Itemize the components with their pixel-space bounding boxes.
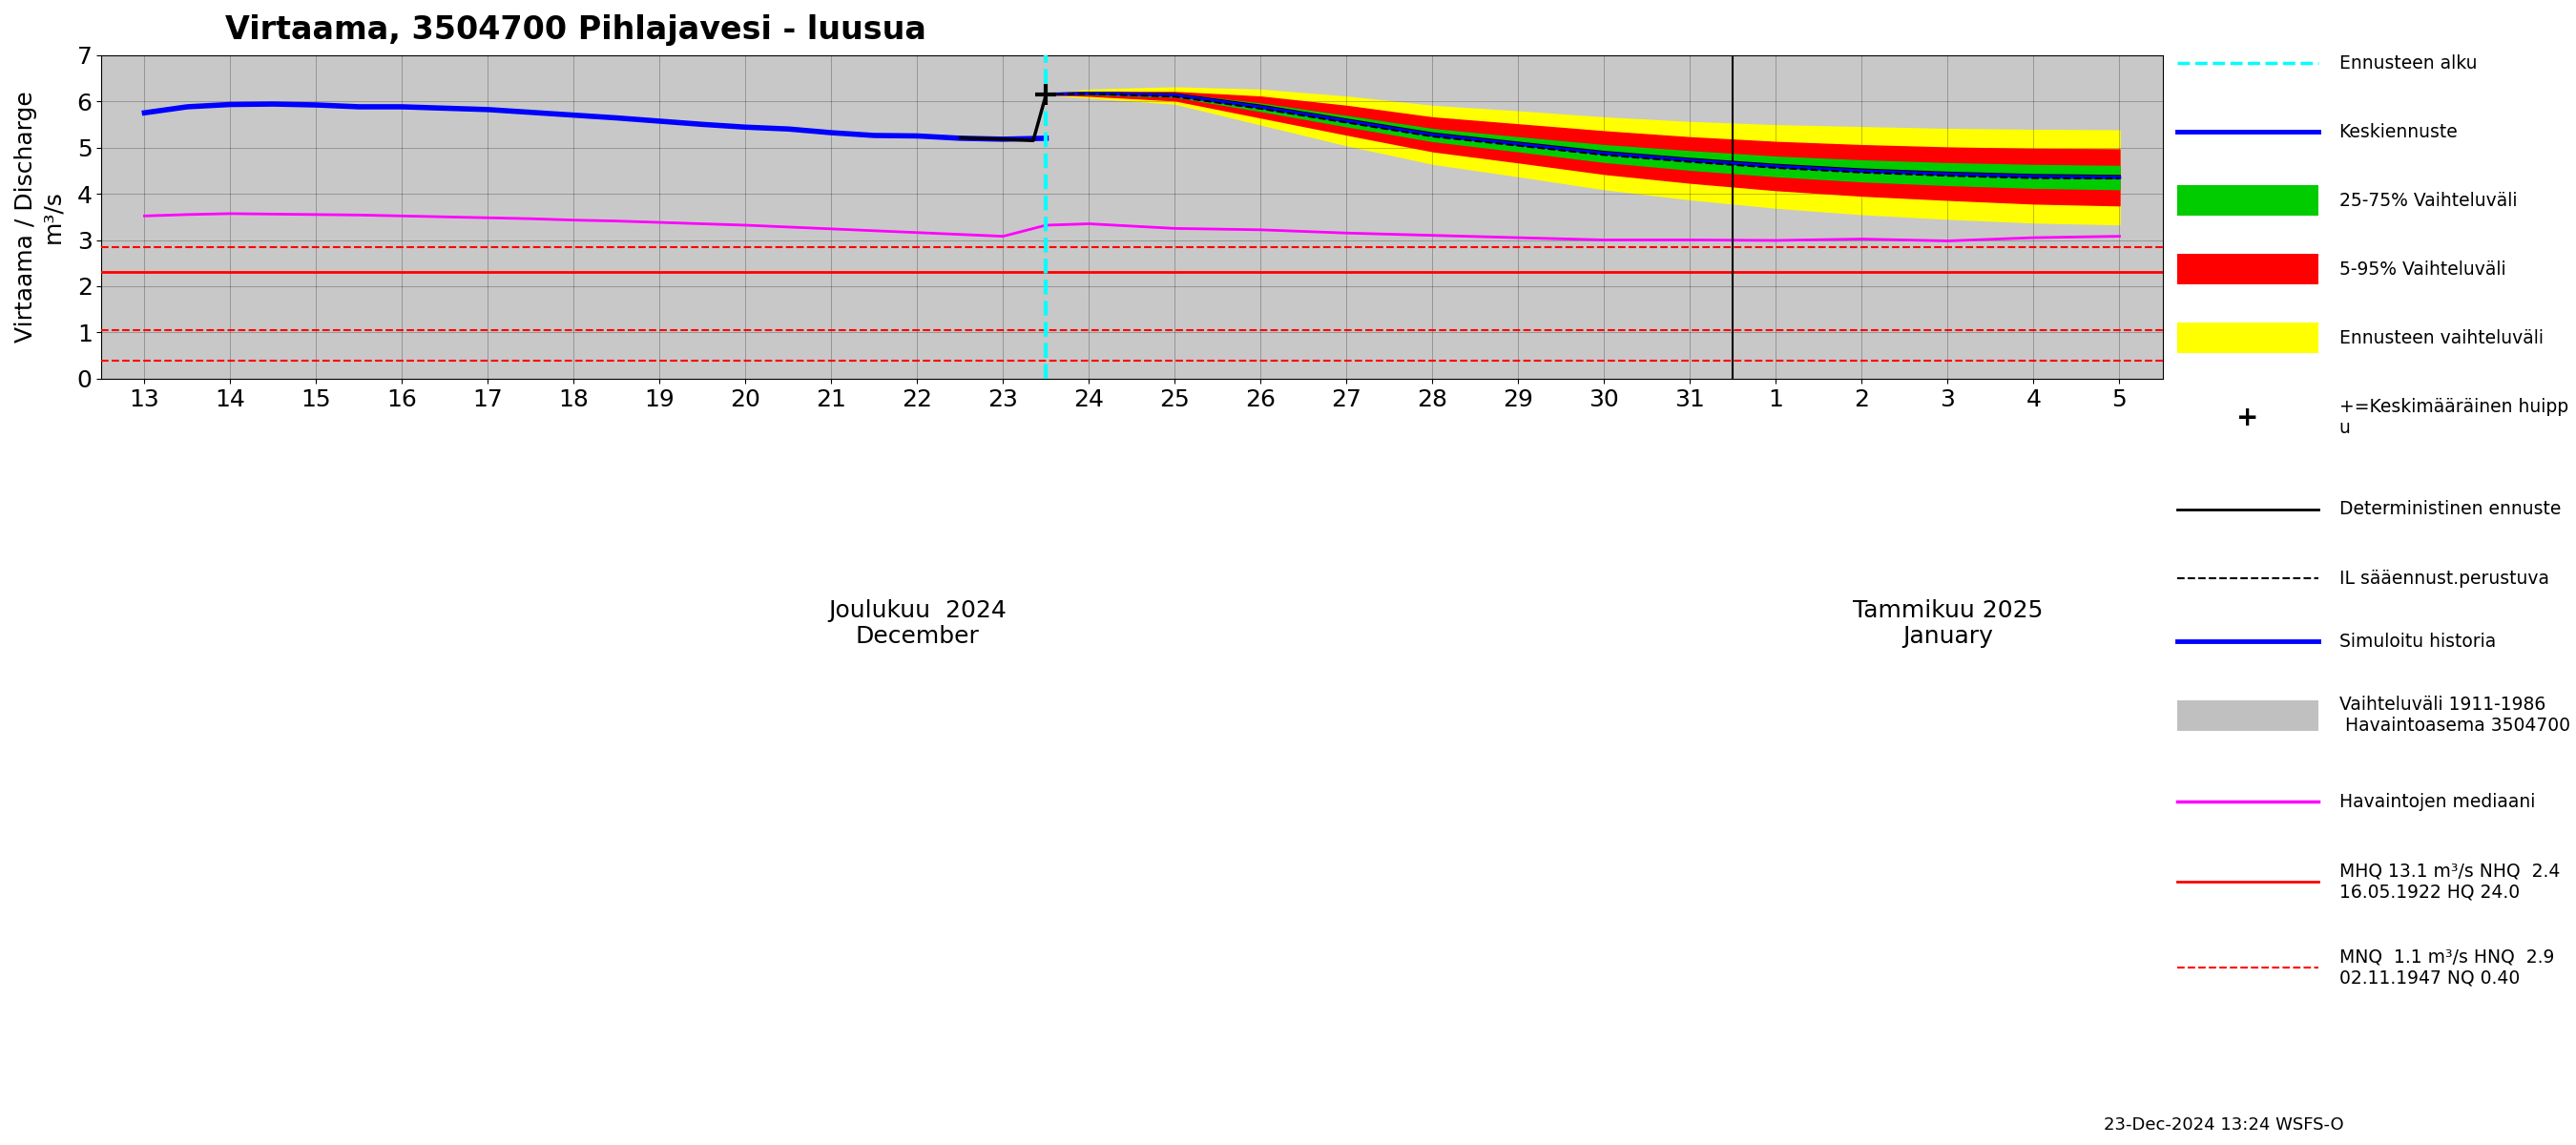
Text: MHQ 13.1 m³/s NHQ  2.4
16.05.1922 HQ 24.0: MHQ 13.1 m³/s NHQ 2.4 16.05.1922 HQ 24.0 [2339,862,2561,901]
Text: Simuloitu historia: Simuloitu historia [2339,632,2496,650]
Text: +: + [2236,404,2259,432]
Text: +=Keskimääräinen huipp
u: +=Keskimääräinen huipp u [2339,398,2568,437]
Text: Joulukuu  2024
December: Joulukuu 2024 December [827,599,1007,648]
Text: Ennusteen alku: Ennusteen alku [2339,54,2478,72]
Text: Keskiennuste: Keskiennuste [2339,123,2458,141]
Text: Deterministinen ennuste: Deterministinen ennuste [2339,500,2561,519]
Text: Havaintojen mediaani: Havaintojen mediaani [2339,792,2535,811]
Text: 5-95% Vaihteluväli: 5-95% Vaihteluväli [2339,260,2506,278]
Text: Vaihteluväli 1911-1986
 Havaintoasema 3504700: Vaihteluväli 1911-1986 Havaintoasema 350… [2339,696,2571,735]
Text: MNQ  1.1 m³/s HNQ  2.9
02.11.1947 NQ 0.40: MNQ 1.1 m³/s HNQ 2.9 02.11.1947 NQ 0.40 [2339,948,2553,987]
Text: 23-Dec-2024 13:24 WSFS-O: 23-Dec-2024 13:24 WSFS-O [2105,1116,2344,1134]
Text: Ennusteen vaihteluväli: Ennusteen vaihteluväli [2339,329,2543,347]
Text: IL sääennust.perustuva: IL sääennust.perustuva [2339,569,2548,587]
Text: Virtaama, 3504700 Pihlajavesi - luusua: Virtaama, 3504700 Pihlajavesi - luusua [224,14,927,46]
Text: Tammikuu 2025
January: Tammikuu 2025 January [1852,599,2043,648]
Y-axis label: Virtaama / Discharge
m³/s: Virtaama / Discharge m³/s [15,90,64,342]
Text: 25-75% Vaihteluväli: 25-75% Vaihteluväli [2339,191,2517,210]
